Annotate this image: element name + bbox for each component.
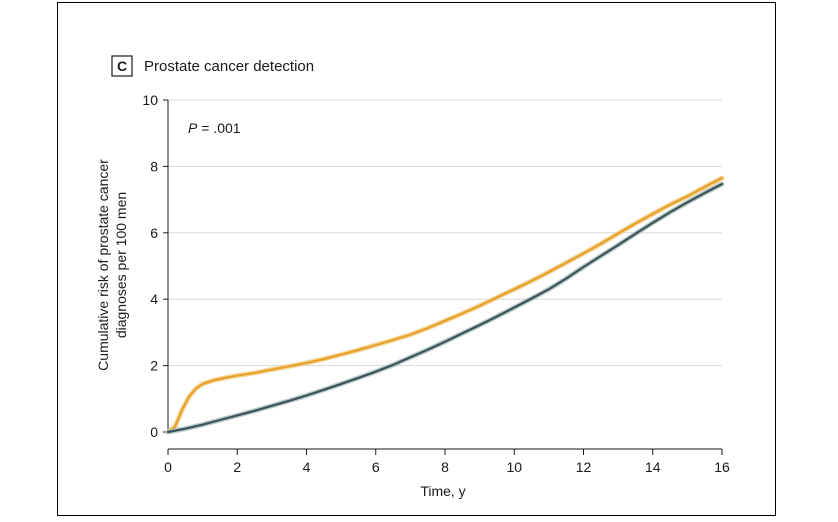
x-tick-label: 6 [372, 459, 380, 475]
x-axis-title: Time, y [420, 483, 465, 499]
y-tick-label: 0 [150, 424, 158, 440]
x-tick-label: 14 [645, 459, 661, 475]
series-2-line [166, 182, 724, 434]
y-tick-label: 10 [142, 92, 158, 108]
x-tick-label: 4 [303, 459, 311, 475]
x-tick-label: 10 [506, 459, 522, 475]
axis-layer: 0 2 4 6 8 10 0 2 4 6 8 10 12 14 16 [142, 92, 730, 475]
p-value-label: P [188, 120, 198, 136]
panel-letter: C [117, 58, 127, 74]
x-tick-label: 12 [576, 459, 592, 475]
p-value-text: = .001 [197, 120, 240, 136]
grid-layer [168, 99, 722, 367]
y-axis-title: Cumulative risk of prostate cancer diagn… [95, 159, 129, 371]
y-axis-title-line-2: diagnoses per 100 men [113, 192, 129, 338]
x-tick-label: 16 [714, 459, 730, 475]
chart-title: Prostate cancer detection [144, 58, 314, 75]
y-axis-title-line-1: Cumulative risk of prostate cancer [95, 159, 111, 371]
y-tick-label: 8 [150, 158, 158, 174]
x-tick-label: 2 [233, 459, 241, 475]
y-tick-label: 2 [150, 358, 158, 374]
x-tick-label: 0 [164, 459, 172, 475]
x-tick-label: 8 [441, 459, 449, 475]
panel-letter-box [111, 55, 133, 77]
y-tick-label: 4 [150, 291, 158, 307]
p-value-annotation: P = .001 [188, 120, 241, 136]
series-layer [165, 175, 725, 435]
series-1-line [166, 176, 724, 434]
series-1-band [165, 175, 725, 435]
y-tick-label: 6 [150, 225, 158, 241]
